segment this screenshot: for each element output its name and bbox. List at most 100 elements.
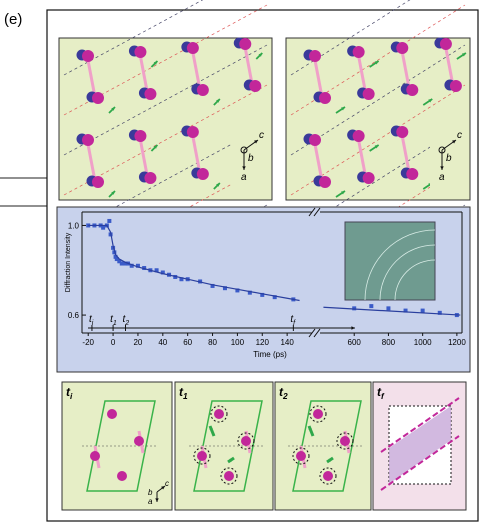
- data-point: [420, 308, 425, 313]
- bond: [190, 130, 202, 174]
- inset-ring: [379, 244, 436, 301]
- data-point: [160, 270, 165, 275]
- fit-line: [323, 306, 461, 316]
- data-point: [210, 283, 215, 288]
- cell-edge: [380, 435, 460, 491]
- time-symbol: t: [377, 385, 382, 399]
- y-tick-label: 0.6: [68, 311, 80, 320]
- atom-magenta: [396, 126, 409, 138]
- arrow-head: [242, 166, 246, 170]
- time-subscript: 1: [113, 320, 117, 327]
- arrow-head: [111, 191, 115, 195]
- time-label: ti: [89, 314, 94, 327]
- x-tick-label: 20: [133, 338, 142, 347]
- time-symbol: t: [110, 314, 114, 325]
- data-point: [113, 254, 118, 259]
- atom-magenta: [144, 88, 157, 100]
- atom-magenta: [352, 46, 365, 58]
- atom-magenta: [92, 176, 104, 188]
- atom-magenta: [107, 409, 117, 419]
- bond: [443, 42, 455, 86]
- time-label: ti: [66, 385, 73, 401]
- arrow-head: [153, 145, 158, 149]
- arrow-head: [161, 486, 165, 490]
- inset-ring: [364, 229, 436, 301]
- panel-frame: [46, 9, 479, 522]
- data-point: [437, 310, 442, 315]
- time-symbol: t: [89, 314, 93, 325]
- bond: [137, 50, 149, 94]
- data-point: [135, 263, 140, 268]
- bond: [137, 134, 149, 178]
- data-point: [403, 308, 408, 313]
- data-point: [123, 261, 128, 266]
- x-tick-label: 1000: [414, 338, 432, 347]
- time-subscript: f: [381, 391, 385, 401]
- arrow-head: [155, 498, 159, 502]
- b-axis-symbol: [438, 146, 446, 154]
- inset-image: [344, 221, 436, 301]
- time-symbol: t: [290, 314, 294, 325]
- atom-magenta: [117, 471, 127, 481]
- atom-magenta: [186, 42, 199, 54]
- arrow-head: [258, 53, 263, 57]
- glyph-backdrop: [232, 120, 270, 192]
- axis-break: [313, 207, 321, 217]
- atom-magenta: [406, 168, 419, 180]
- lattice-dashed-line: [63, 44, 268, 156]
- atom-magenta: [323, 471, 333, 481]
- atom-magenta: [396, 42, 409, 54]
- data-point: [369, 304, 374, 309]
- time-subscript: i: [92, 320, 94, 327]
- atom-magenta: [134, 46, 147, 58]
- atom-magenta: [239, 38, 252, 50]
- data-point: [117, 259, 122, 264]
- atom-magenta: [241, 436, 251, 446]
- atom-magenta: [134, 130, 147, 142]
- bond: [85, 138, 97, 182]
- atom-magenta: [196, 84, 209, 96]
- cell-panel: [174, 381, 274, 511]
- arrow-head: [461, 53, 466, 57]
- bond: [399, 46, 411, 90]
- bond: [85, 54, 97, 98]
- data-point: [260, 292, 265, 297]
- arrow-head: [452, 140, 456, 144]
- time-subscript: 2: [282, 391, 288, 401]
- time-label: t2: [123, 314, 130, 327]
- bond: [312, 54, 324, 98]
- x-tick-label: 1200: [448, 338, 466, 347]
- lattice-dashed-line: [290, 44, 466, 156]
- b-axis-symbol: [240, 146, 248, 154]
- fit-line: [88, 224, 300, 302]
- axis-label: c: [259, 130, 264, 141]
- glyph-backdrop: [430, 120, 468, 192]
- time-symbol: t: [123, 314, 127, 325]
- data-point: [154, 268, 159, 273]
- arrow-head: [308, 426, 312, 430]
- atom-magenta: [449, 80, 462, 92]
- y-axis-label: Diffraction Intensity: [65, 232, 72, 292]
- data-point: [107, 218, 112, 223]
- arrow-head: [440, 166, 444, 170]
- x-axis-label: Time (ps): [253, 350, 287, 359]
- atom-magenta: [352, 130, 365, 142]
- x-tick-label: 140: [280, 338, 294, 347]
- atom-magenta: [214, 409, 224, 419]
- bond: [312, 138, 324, 182]
- unit-cell: [86, 400, 156, 492]
- x-tick-label: 80: [208, 338, 217, 347]
- axis-label: a: [439, 172, 445, 183]
- arrow-head: [341, 107, 345, 111]
- data-point: [119, 261, 124, 266]
- lattice-dashed-line: [290, 4, 466, 116]
- bond: [356, 134, 368, 178]
- cell-edge: [380, 397, 460, 453]
- displacement-ring: [319, 467, 337, 485]
- shaded-cell: [389, 406, 451, 484]
- x-tick-label: 800: [382, 338, 396, 347]
- atom-magenta: [197, 451, 207, 461]
- arrow-head: [209, 426, 213, 430]
- time-label: tf: [290, 314, 296, 327]
